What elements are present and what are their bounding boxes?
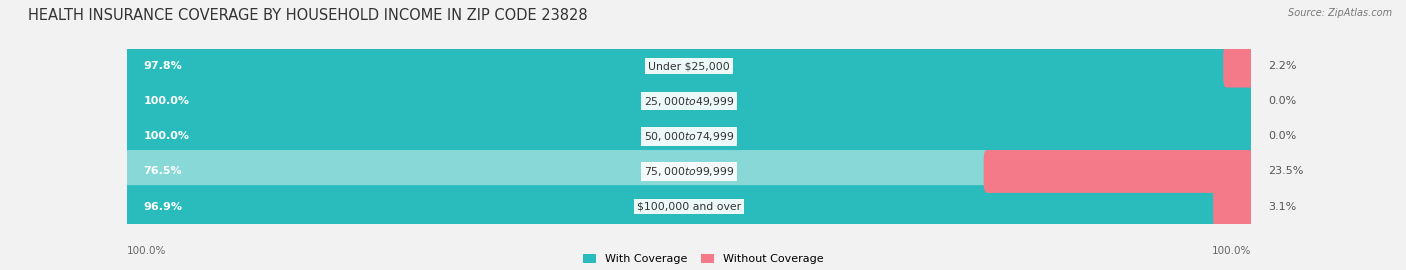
Text: 96.9%: 96.9% [143, 201, 183, 212]
FancyBboxPatch shape [124, 185, 1254, 228]
FancyBboxPatch shape [124, 185, 1220, 228]
Text: 76.5%: 76.5% [143, 166, 181, 177]
Text: Source: ZipAtlas.com: Source: ZipAtlas.com [1288, 8, 1392, 18]
FancyBboxPatch shape [124, 150, 1254, 193]
Text: 100.0%: 100.0% [143, 96, 190, 106]
FancyBboxPatch shape [1213, 185, 1254, 228]
Text: 0.0%: 0.0% [1268, 96, 1296, 106]
FancyBboxPatch shape [1223, 45, 1254, 87]
FancyBboxPatch shape [124, 115, 1254, 158]
FancyBboxPatch shape [124, 115, 1254, 158]
Text: 100.0%: 100.0% [143, 131, 190, 141]
Text: $75,000 to $99,999: $75,000 to $99,999 [644, 165, 734, 178]
Text: 23.5%: 23.5% [1268, 166, 1303, 177]
Text: $50,000 to $74,999: $50,000 to $74,999 [644, 130, 734, 143]
FancyBboxPatch shape [124, 45, 1254, 87]
Text: $25,000 to $49,999: $25,000 to $49,999 [644, 95, 734, 108]
Text: 97.8%: 97.8% [143, 61, 183, 71]
Text: 2.2%: 2.2% [1268, 61, 1296, 71]
FancyBboxPatch shape [124, 80, 1254, 123]
FancyBboxPatch shape [984, 150, 1254, 193]
Text: 3.1%: 3.1% [1268, 201, 1296, 212]
FancyBboxPatch shape [124, 45, 1230, 87]
Legend: With Coverage, Without Coverage: With Coverage, Without Coverage [582, 254, 824, 264]
FancyBboxPatch shape [124, 150, 990, 193]
Text: $100,000 and over: $100,000 and over [637, 201, 741, 212]
FancyBboxPatch shape [124, 80, 1254, 123]
Text: 0.0%: 0.0% [1268, 131, 1296, 141]
Text: 100.0%: 100.0% [1212, 246, 1251, 256]
Text: 100.0%: 100.0% [127, 246, 166, 256]
Text: HEALTH INSURANCE COVERAGE BY HOUSEHOLD INCOME IN ZIP CODE 23828: HEALTH INSURANCE COVERAGE BY HOUSEHOLD I… [28, 8, 588, 23]
Text: Under $25,000: Under $25,000 [648, 61, 730, 71]
